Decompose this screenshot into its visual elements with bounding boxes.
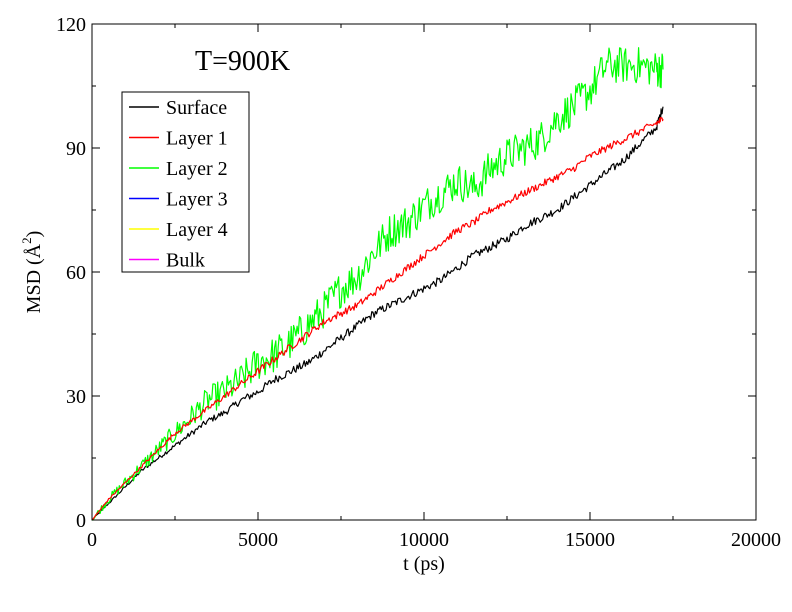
legend: Surface Layer 1 Layer 2 Layer 3 Layer 4 Bulk xyxy=(121,91,250,273)
legend-label-layer-3: Layer 3 xyxy=(166,189,228,211)
series-line-layer-1 xyxy=(91,116,664,521)
x-tick-label: 20000 xyxy=(731,529,781,551)
y-axis-label-prefix: MSD ( xyxy=(23,258,45,313)
series-line-surface xyxy=(91,106,664,521)
y-axis-label-suffix: ) xyxy=(23,231,45,238)
legend-items: Surface Layer 1 Layer 2 Layer 3 Layer 4 Bulk xyxy=(129,97,228,272)
legend-box xyxy=(121,91,250,273)
y-axis-label-unit: Å xyxy=(23,243,45,258)
y-tick-label: 120 xyxy=(56,14,86,36)
y-axis-label-exponent: 2 xyxy=(19,237,34,244)
legend-label-surface: Surface xyxy=(166,97,227,119)
x-tick-label: 15000 xyxy=(565,529,615,551)
series-layer xyxy=(91,47,664,521)
x-axis-label: t (ps) xyxy=(403,553,445,575)
x-tick-label: 10000 xyxy=(399,529,449,551)
y-tick-label: 0 xyxy=(76,510,86,532)
legend-label-layer-1: Layer 1 xyxy=(166,128,228,150)
x-tick-label: 0 xyxy=(87,529,97,551)
temperature-annotation: T=900K xyxy=(195,46,290,77)
legend-label-layer-2: Layer 2 xyxy=(166,158,228,180)
tick-layer: 0 5000 10000 15000 20000 0 30 60 90 120 xyxy=(56,14,781,551)
y-tick-label: 30 xyxy=(66,386,86,408)
y-tick-label: 90 xyxy=(66,138,86,160)
y-tick-label: 60 xyxy=(66,262,86,284)
svg-text:MSD (Å2): MSD (Å2) xyxy=(19,231,45,314)
y-axis-label: MSD (Å2) xyxy=(19,231,45,314)
legend-label-layer-4: Layer 4 xyxy=(166,219,228,241)
x-tick-label: 5000 xyxy=(238,529,278,551)
legend-label-bulk: Bulk xyxy=(166,250,205,272)
